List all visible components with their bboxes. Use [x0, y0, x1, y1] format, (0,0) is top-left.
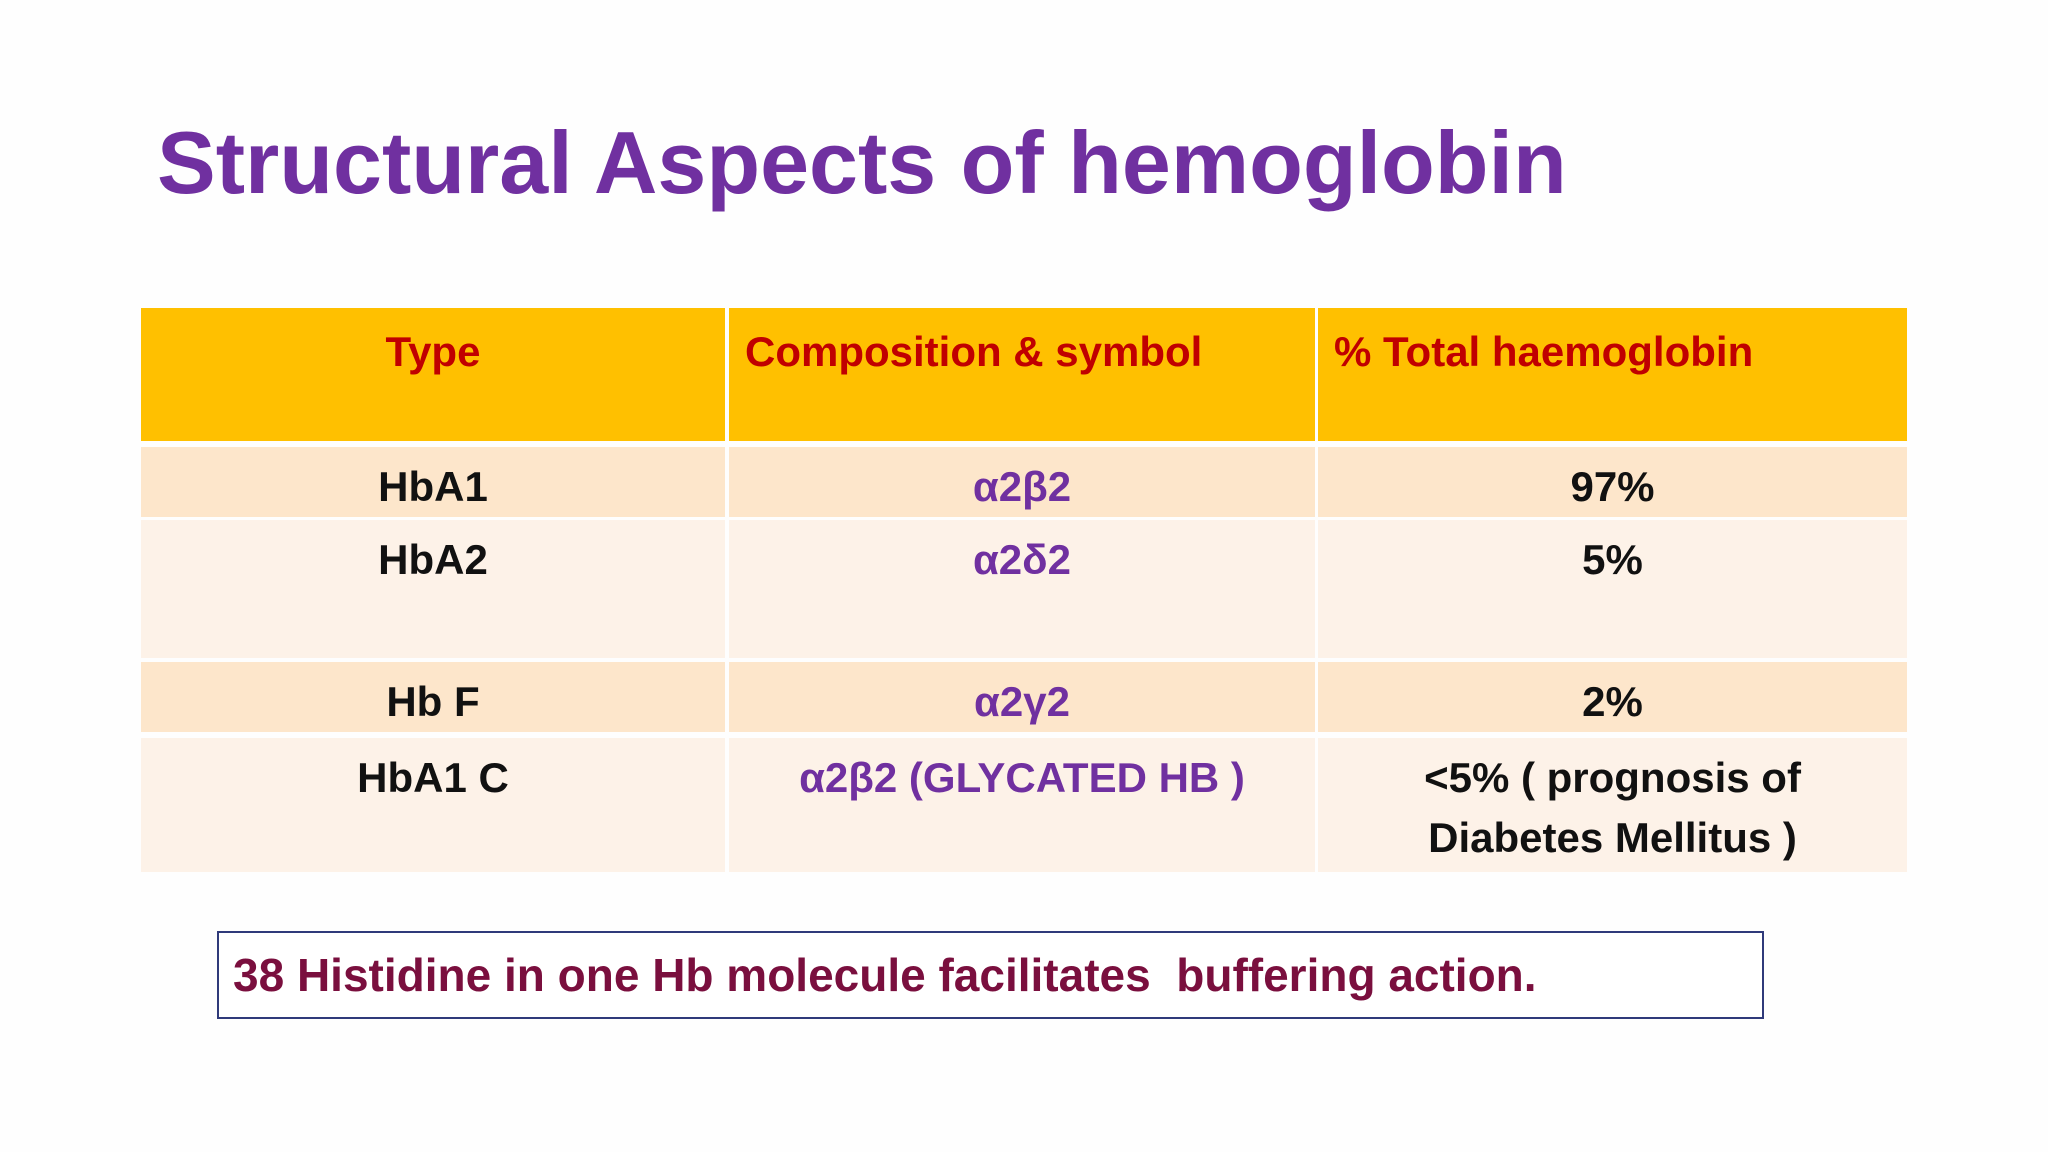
table-cell: α2δ2: [729, 520, 1315, 658]
table-cell-text: 2%: [1582, 678, 1643, 725]
table-cell-text: HbA1: [378, 463, 488, 510]
table-cell: 97%: [1318, 447, 1907, 517]
table-cell-text: 5%: [1582, 536, 1643, 583]
table-cell: α2γ2: [729, 662, 1315, 732]
table-cell: α2β2 (GLYCATED HB ): [729, 738, 1315, 872]
header-cell-text: Type: [385, 328, 481, 375]
table-cell-text: 97%: [1570, 463, 1655, 510]
header-cell-text: % Total haemoglobin: [1334, 328, 1754, 375]
table-cell: 5%: [1318, 520, 1907, 658]
table-cell-text: α2β2 (GLYCATED HB ): [799, 754, 1245, 801]
header-cell: % Total haemoglobin: [1318, 308, 1907, 441]
table-cell-text: HbA1 C: [357, 754, 509, 801]
table-cell: Hb F: [141, 662, 725, 732]
table-cell-text: α2γ2: [974, 678, 1070, 725]
header-cell: Composition & symbol: [729, 308, 1315, 441]
table-cell: <5% ( prognosis of Diabetes Mellitus ): [1318, 738, 1907, 872]
table-cell: HbA1 C: [141, 738, 725, 872]
table-cell: HbA1: [141, 447, 725, 517]
table-cell: α2β2: [729, 447, 1315, 517]
note-box: 38 Histidine in one Hb molecule facilita…: [217, 931, 1764, 1019]
table-cell: 2%: [1318, 662, 1907, 732]
header-cell-text: Composition & symbol: [745, 328, 1203, 375]
table-cell-text: α2δ2: [972, 536, 1071, 583]
slide-title: Structural Aspects of hemoglobin: [157, 113, 1567, 212]
table-cell-text: <5% ( prognosis of Diabetes Mellitus ): [1424, 754, 1801, 861]
table-cell: HbA2: [141, 520, 725, 658]
header-cell: Type: [141, 308, 725, 441]
table-cell-text: Hb F: [386, 678, 480, 725]
table-cell-text: α2β2: [972, 463, 1072, 510]
table-cell-text: HbA2: [378, 536, 488, 583]
